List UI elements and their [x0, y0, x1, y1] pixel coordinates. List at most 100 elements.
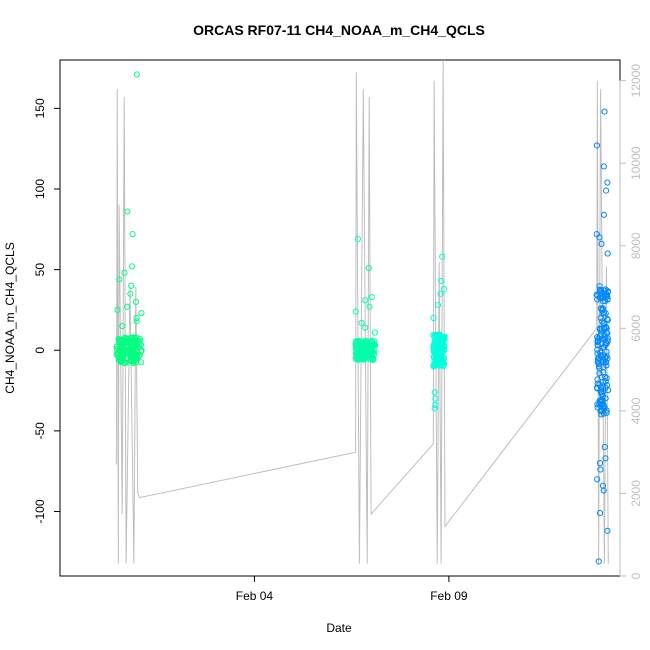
data-point — [597, 407, 604, 415]
chart-title: ORCAS RF07-11 CH4_NOAA_m_CH4_QCLS — [193, 22, 485, 38]
data-point — [125, 347, 132, 354]
data-point — [594, 355, 602, 362]
data-point — [596, 234, 603, 241]
data-point — [600, 211, 608, 218]
data-point — [371, 329, 378, 336]
data-point — [132, 342, 140, 349]
data-point — [600, 364, 607, 371]
data-point — [594, 357, 602, 364]
data-point — [360, 348, 367, 355]
data-point — [355, 345, 362, 353]
data-point — [438, 341, 446, 348]
data-point — [603, 407, 610, 414]
data-point — [431, 338, 439, 345]
data-point — [129, 263, 136, 270]
right-y-tick-label: 0 — [629, 572, 643, 579]
data-point — [604, 179, 611, 186]
data-point — [593, 142, 601, 149]
y-tick-label: 50 — [33, 263, 47, 277]
data-point — [114, 306, 121, 314]
data-point — [439, 344, 446, 351]
data-point — [133, 318, 140, 325]
data-point — [119, 351, 126, 358]
data-point — [118, 358, 125, 366]
data-point — [430, 341, 437, 348]
series-RF11 — [593, 108, 612, 565]
data-point — [431, 389, 438, 396]
y-axis-label: CH4_NOAA_m_CH4_QCLS — [3, 242, 17, 393]
data-point — [128, 282, 135, 289]
data-point — [596, 510, 604, 517]
data-point — [433, 360, 440, 368]
data-point — [596, 365, 603, 372]
data-point — [437, 290, 444, 297]
data-point — [435, 333, 442, 340]
data-point — [594, 401, 601, 408]
series-RF07 — [113, 71, 145, 367]
data-point — [594, 339, 601, 346]
data-point — [602, 378, 609, 385]
data-point — [121, 269, 128, 276]
data-point — [439, 253, 446, 260]
data-point — [432, 401, 439, 409]
data-point — [597, 466, 604, 473]
data-point — [119, 339, 126, 347]
data-point — [604, 293, 611, 300]
right-y-tick-label: 4000 — [629, 397, 643, 424]
right-y-tick-label: 6000 — [629, 315, 643, 342]
data-point — [604, 250, 611, 257]
data-point — [439, 359, 446, 366]
y-tick-label: -100 — [33, 499, 47, 523]
data-point — [354, 235, 361, 243]
right-y-tick-label: 8000 — [629, 232, 643, 259]
data-point — [595, 335, 602, 342]
data-point — [129, 336, 136, 343]
data-point — [362, 324, 369, 331]
data-point — [433, 353, 440, 360]
data-point — [356, 351, 364, 358]
data-point — [125, 343, 133, 350]
data-point — [601, 287, 608, 294]
series-RF08 — [352, 235, 379, 364]
right-y-tick-label: 12000 — [629, 64, 643, 98]
data-point — [431, 405, 438, 412]
data-point — [604, 317, 611, 324]
data-point — [434, 302, 442, 309]
data-point — [603, 340, 610, 347]
data-point — [138, 310, 145, 317]
data-point — [357, 338, 364, 345]
data-point — [369, 342, 376, 349]
data-point — [594, 404, 601, 411]
data-point — [600, 163, 607, 170]
series-RF09 — [430, 253, 448, 412]
data-point — [134, 338, 141, 346]
data-point — [598, 240, 605, 247]
data-point — [595, 558, 602, 565]
data-point — [432, 362, 439, 369]
data-point — [602, 310, 609, 317]
data-point — [441, 336, 448, 343]
data-point — [430, 348, 437, 355]
data-point — [369, 356, 377, 364]
data-point — [352, 308, 359, 315]
altitude-line — [115, 59, 609, 564]
data-point — [596, 325, 604, 332]
data-point — [137, 359, 145, 366]
data-point — [364, 345, 371, 352]
data-point — [594, 476, 601, 483]
y-tick-label: -50 — [33, 422, 47, 440]
x-axis-label: Date — [326, 621, 352, 635]
data-point — [133, 314, 140, 322]
altitude-series — [115, 59, 609, 564]
data-point — [601, 443, 608, 451]
data-points — [113, 71, 612, 565]
data-point — [113, 343, 121, 350]
data-point — [430, 344, 437, 351]
y-tick-label: 0 — [33, 347, 47, 354]
data-point — [114, 351, 122, 358]
data-point — [599, 305, 606, 313]
data-point — [368, 293, 375, 301]
data-point — [596, 287, 603, 294]
data-point — [358, 319, 365, 326]
